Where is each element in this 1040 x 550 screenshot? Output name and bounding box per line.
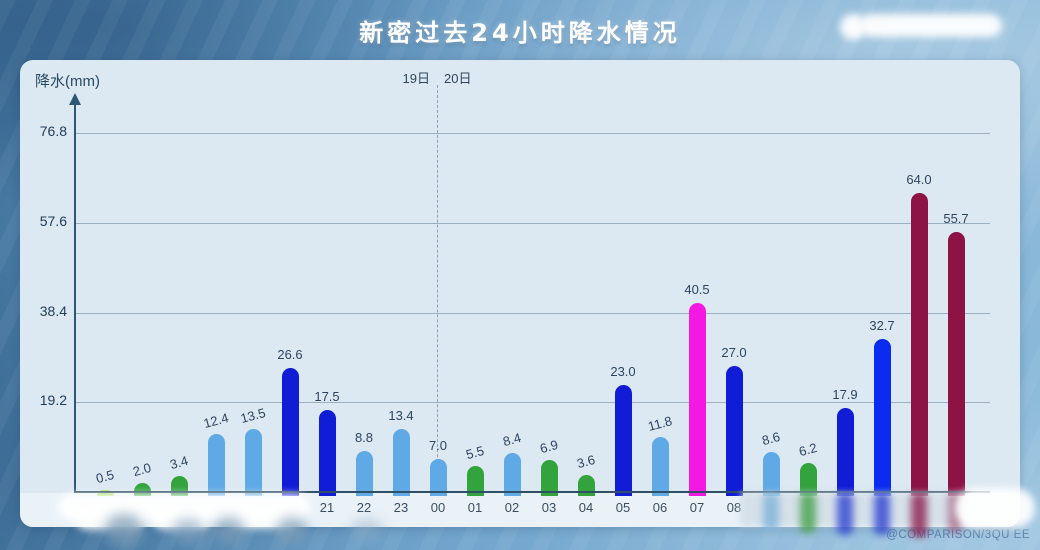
bar-value-label: 8.8	[354, 429, 374, 445]
x-tick-label: 02	[504, 500, 520, 515]
x-tick-label: 21	[319, 500, 335, 515]
x-tick-label: 06	[652, 500, 668, 515]
bar	[540, 459, 558, 496]
bar	[614, 384, 632, 496]
bar	[503, 452, 521, 496]
y-tick-label: 57.6	[39, 212, 67, 229]
bar	[392, 429, 410, 496]
bar	[910, 192, 928, 496]
y-axis-title: 降水(mm)	[35, 73, 100, 90]
watermark-text: @COMPARISON/3QU EE	[886, 529, 1030, 541]
bar-value-label: 3.6	[575, 452, 597, 472]
bar	[170, 476, 188, 496]
x-tick-label: 23	[393, 500, 409, 515]
plot-area: 19.2 38.4 57.6 76.8 0.5 2.0 3.4 12.4 13.5 26.6 17.…	[20, 60, 1020, 527]
bar-value-label: 55.7	[943, 210, 969, 226]
bar	[318, 410, 336, 496]
y-axis-line	[74, 104, 76, 493]
bar-value-label: 7.0	[428, 438, 448, 454]
bar-value-label: 13.4	[388, 408, 414, 424]
x-axis-line	[74, 491, 990, 493]
day-label-20: 20日	[444, 71, 472, 86]
bar	[836, 408, 854, 496]
bar-value-label: 32.7	[869, 318, 895, 334]
bar	[725, 365, 743, 496]
y-tick-label: 38.4	[39, 302, 67, 319]
y-axis-arrow-icon	[69, 93, 81, 105]
bar-value-label: 23.0	[610, 363, 636, 379]
bar-value-label: 27.0	[721, 344, 747, 360]
day-boundary-dashed-line	[437, 85, 438, 492]
bar-value-label: 13.5	[238, 404, 268, 426]
bar-value-label: 3.4	[168, 453, 190, 473]
gridline	[75, 402, 990, 404]
chart-title: 新密过去24小时降水情况	[359, 19, 681, 47]
bar	[244, 428, 262, 496]
bar	[688, 302, 706, 496]
bar-value-label: 26.6	[277, 346, 303, 362]
bar-value-label: 40.5	[684, 281, 710, 297]
bar	[429, 459, 447, 496]
bar	[577, 475, 595, 496]
x-tick-label: 07	[689, 500, 705, 515]
day-label-19: 19日	[402, 71, 430, 86]
gridline	[75, 312, 990, 314]
bar	[873, 339, 891, 496]
x-tick-label: 01	[467, 500, 483, 515]
x-tick-label: 03	[541, 500, 557, 515]
bar	[133, 482, 151, 496]
bar	[762, 451, 780, 496]
bar	[355, 450, 373, 496]
chart-panel: 19.2 38.4 57.6 76.8 0.5 2.0 3.4 12.4 13.5 26.6 17.…	[20, 60, 1020, 527]
bar-value-label: 11.8	[646, 412, 674, 434]
bar	[466, 466, 484, 496]
gridline	[75, 133, 990, 134]
bar	[799, 463, 817, 496]
x-tick-label: 00	[430, 500, 446, 515]
gridline	[75, 222, 990, 224]
bar-value-label: 64.0	[906, 171, 932, 187]
bar	[651, 436, 669, 496]
bar	[947, 231, 965, 496]
x-tick-label: 08	[726, 500, 742, 515]
x-tick-label: 04	[578, 500, 594, 515]
x-tick-label: 05	[615, 500, 631, 515]
x-tick-label: 22	[356, 500, 372, 515]
bar-value-label: 17.9	[832, 387, 858, 403]
bar-value-label: 17.5	[314, 389, 340, 405]
bar	[207, 434, 225, 496]
y-tick-label: 76.8	[39, 123, 67, 139]
bar	[281, 367, 299, 496]
y-tick-label: 19.2	[39, 392, 67, 409]
